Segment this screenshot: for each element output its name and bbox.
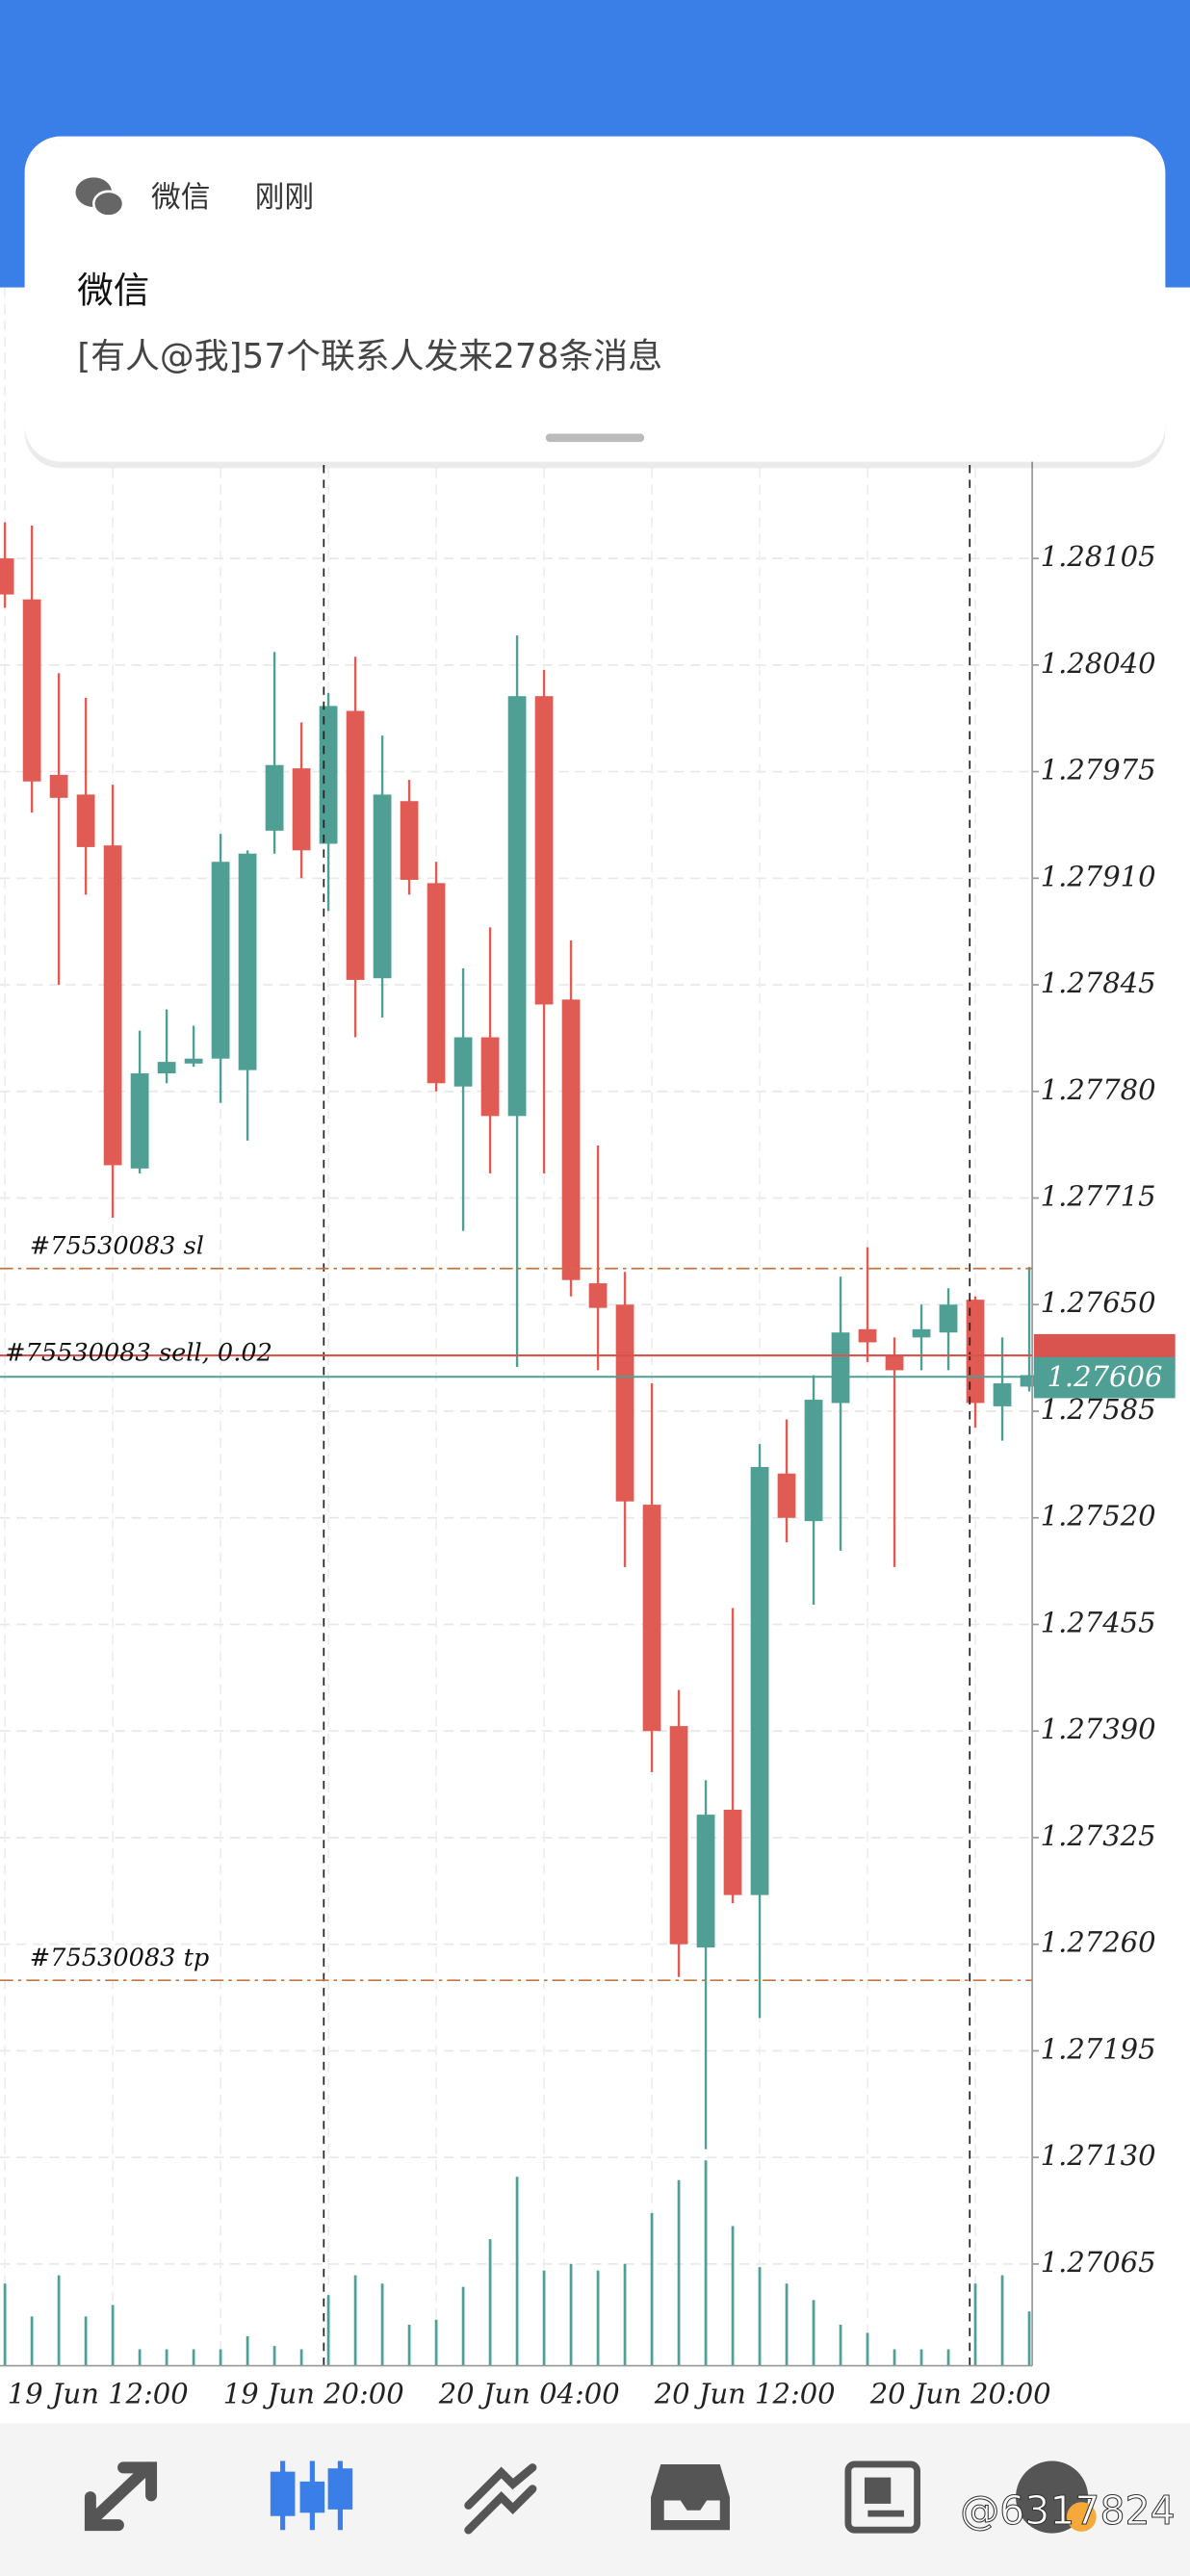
watermark: @6317824 — [960, 2487, 1175, 2534]
candle-body — [292, 768, 311, 851]
x-tick-label: 20 Jun 04:00 — [438, 2377, 620, 2409]
order-label: #75530083 tp — [30, 1944, 210, 1972]
candle-body — [453, 1037, 473, 1087]
app-icon — [92, 190, 125, 218]
candle-body — [184, 1058, 203, 1064]
nav-chart[interactable] — [270, 2460, 353, 2531]
notification[interactable]: 微信 刚刚 微信 [有人@我]57个联系人发来278条消息 — [24, 136, 1166, 469]
nav-settings[interactable] — [1016, 2460, 1097, 2534]
y-tick-label: 1.28105 — [1041, 540, 1156, 573]
candle-body — [993, 1383, 1012, 1406]
y-tick-label: 1.27910 — [1041, 860, 1156, 892]
candle-body — [507, 696, 527, 1117]
nav-news[interactable] — [844, 2460, 921, 2534]
candle-body — [346, 710, 365, 980]
candle-body — [777, 1473, 796, 1518]
y-tick-label: 1.27130 — [1041, 2139, 1156, 2172]
candle-body — [130, 1073, 149, 1169]
y-tick-label: 1.27585 — [1041, 1393, 1156, 1426]
y-tick-label: 1.27715 — [1041, 1180, 1156, 1213]
notification-time: 刚刚 — [255, 180, 314, 215]
bottom-nav — [0, 2423, 1190, 2576]
y-tick-label: 1.27845 — [1041, 966, 1156, 999]
bid-price-label: 1.27606 — [1047, 1360, 1162, 1393]
bid-price-box — [1033, 1356, 1176, 1399]
y-tick-label: 1.27455 — [1041, 1606, 1156, 1638]
order-label: #75530083 sell, 0.02 — [5, 1338, 272, 1367]
candle-body — [588, 1283, 608, 1308]
y-tick-label: 1.27780 — [1041, 1073, 1156, 1106]
candle-body — [885, 1355, 904, 1371]
x-tick-label: 19 Jun 12:00 — [8, 2377, 189, 2409]
notification-message: [有人@我]57个联系人发来278条消息 — [77, 337, 662, 376]
nav-quotes[interactable] — [84, 2461, 158, 2532]
y-tick-label: 1.27065 — [1041, 2246, 1156, 2279]
candle-body — [480, 1037, 500, 1117]
y-tick-label: 1.27520 — [1041, 1500, 1156, 1533]
candle-body — [534, 696, 554, 1005]
y-tick-label: 1.28040 — [1041, 647, 1156, 680]
handle — [545, 433, 645, 443]
candle-body — [373, 794, 392, 979]
overlay: #75530083 sl #75530083 sell, 0.02 #7553008… — [0, 1232, 1176, 1982]
candle-body — [400, 801, 419, 881]
y-tick-label: 1.27975 — [1041, 754, 1156, 786]
candle-body — [238, 853, 257, 1070]
candle-body — [22, 599, 41, 782]
x-tick-label: 19 Jun 20:00 — [223, 2377, 404, 2409]
candle-body — [696, 1815, 715, 1948]
candle-body — [49, 774, 68, 798]
notification-title: 微信 — [77, 269, 149, 311]
nav-trade[interactable] — [464, 2463, 537, 2535]
candle-body — [642, 1505, 661, 1732]
candle-body — [669, 1726, 688, 1945]
candle-body — [561, 999, 581, 1280]
candle-body — [76, 794, 95, 847]
candle-body — [103, 845, 122, 1166]
candle-body — [0, 558, 14, 595]
candle-body — [912, 1328, 931, 1338]
y-tick-label: 1.27195 — [1041, 2032, 1156, 2065]
notification-card[interactable] — [24, 136, 1166, 462]
x-tick-label: 20 Jun 12:00 — [654, 2377, 836, 2409]
y-tick-label: 1.27325 — [1041, 1819, 1156, 1852]
candle-body — [831, 1332, 850, 1404]
candle-body — [319, 706, 338, 844]
order-label: #75530083 sl — [30, 1232, 204, 1261]
candle-body — [427, 883, 446, 1084]
candle-body — [615, 1304, 634, 1502]
candle-body — [804, 1400, 823, 1522]
nav-history[interactable] — [651, 2463, 730, 2531]
candle-body — [750, 1466, 769, 1895]
x-tick-label: 20 Jun 20:00 — [869, 2377, 1051, 2409]
candle-body — [858, 1328, 877, 1343]
candle-body — [939, 1304, 958, 1333]
candle-body — [265, 764, 284, 831]
candle-body — [211, 862, 230, 1059]
candle-body — [1020, 1375, 1039, 1387]
y-tick-label: 1.27650 — [1041, 1286, 1156, 1319]
candle-body — [723, 1810, 742, 1895]
candle-body — [157, 1062, 176, 1074]
y-tick-label: 1.27390 — [1041, 1713, 1156, 1745]
app-name: 微信 — [151, 180, 210, 215]
y-tick-label: 1.27260 — [1041, 1926, 1156, 1959]
